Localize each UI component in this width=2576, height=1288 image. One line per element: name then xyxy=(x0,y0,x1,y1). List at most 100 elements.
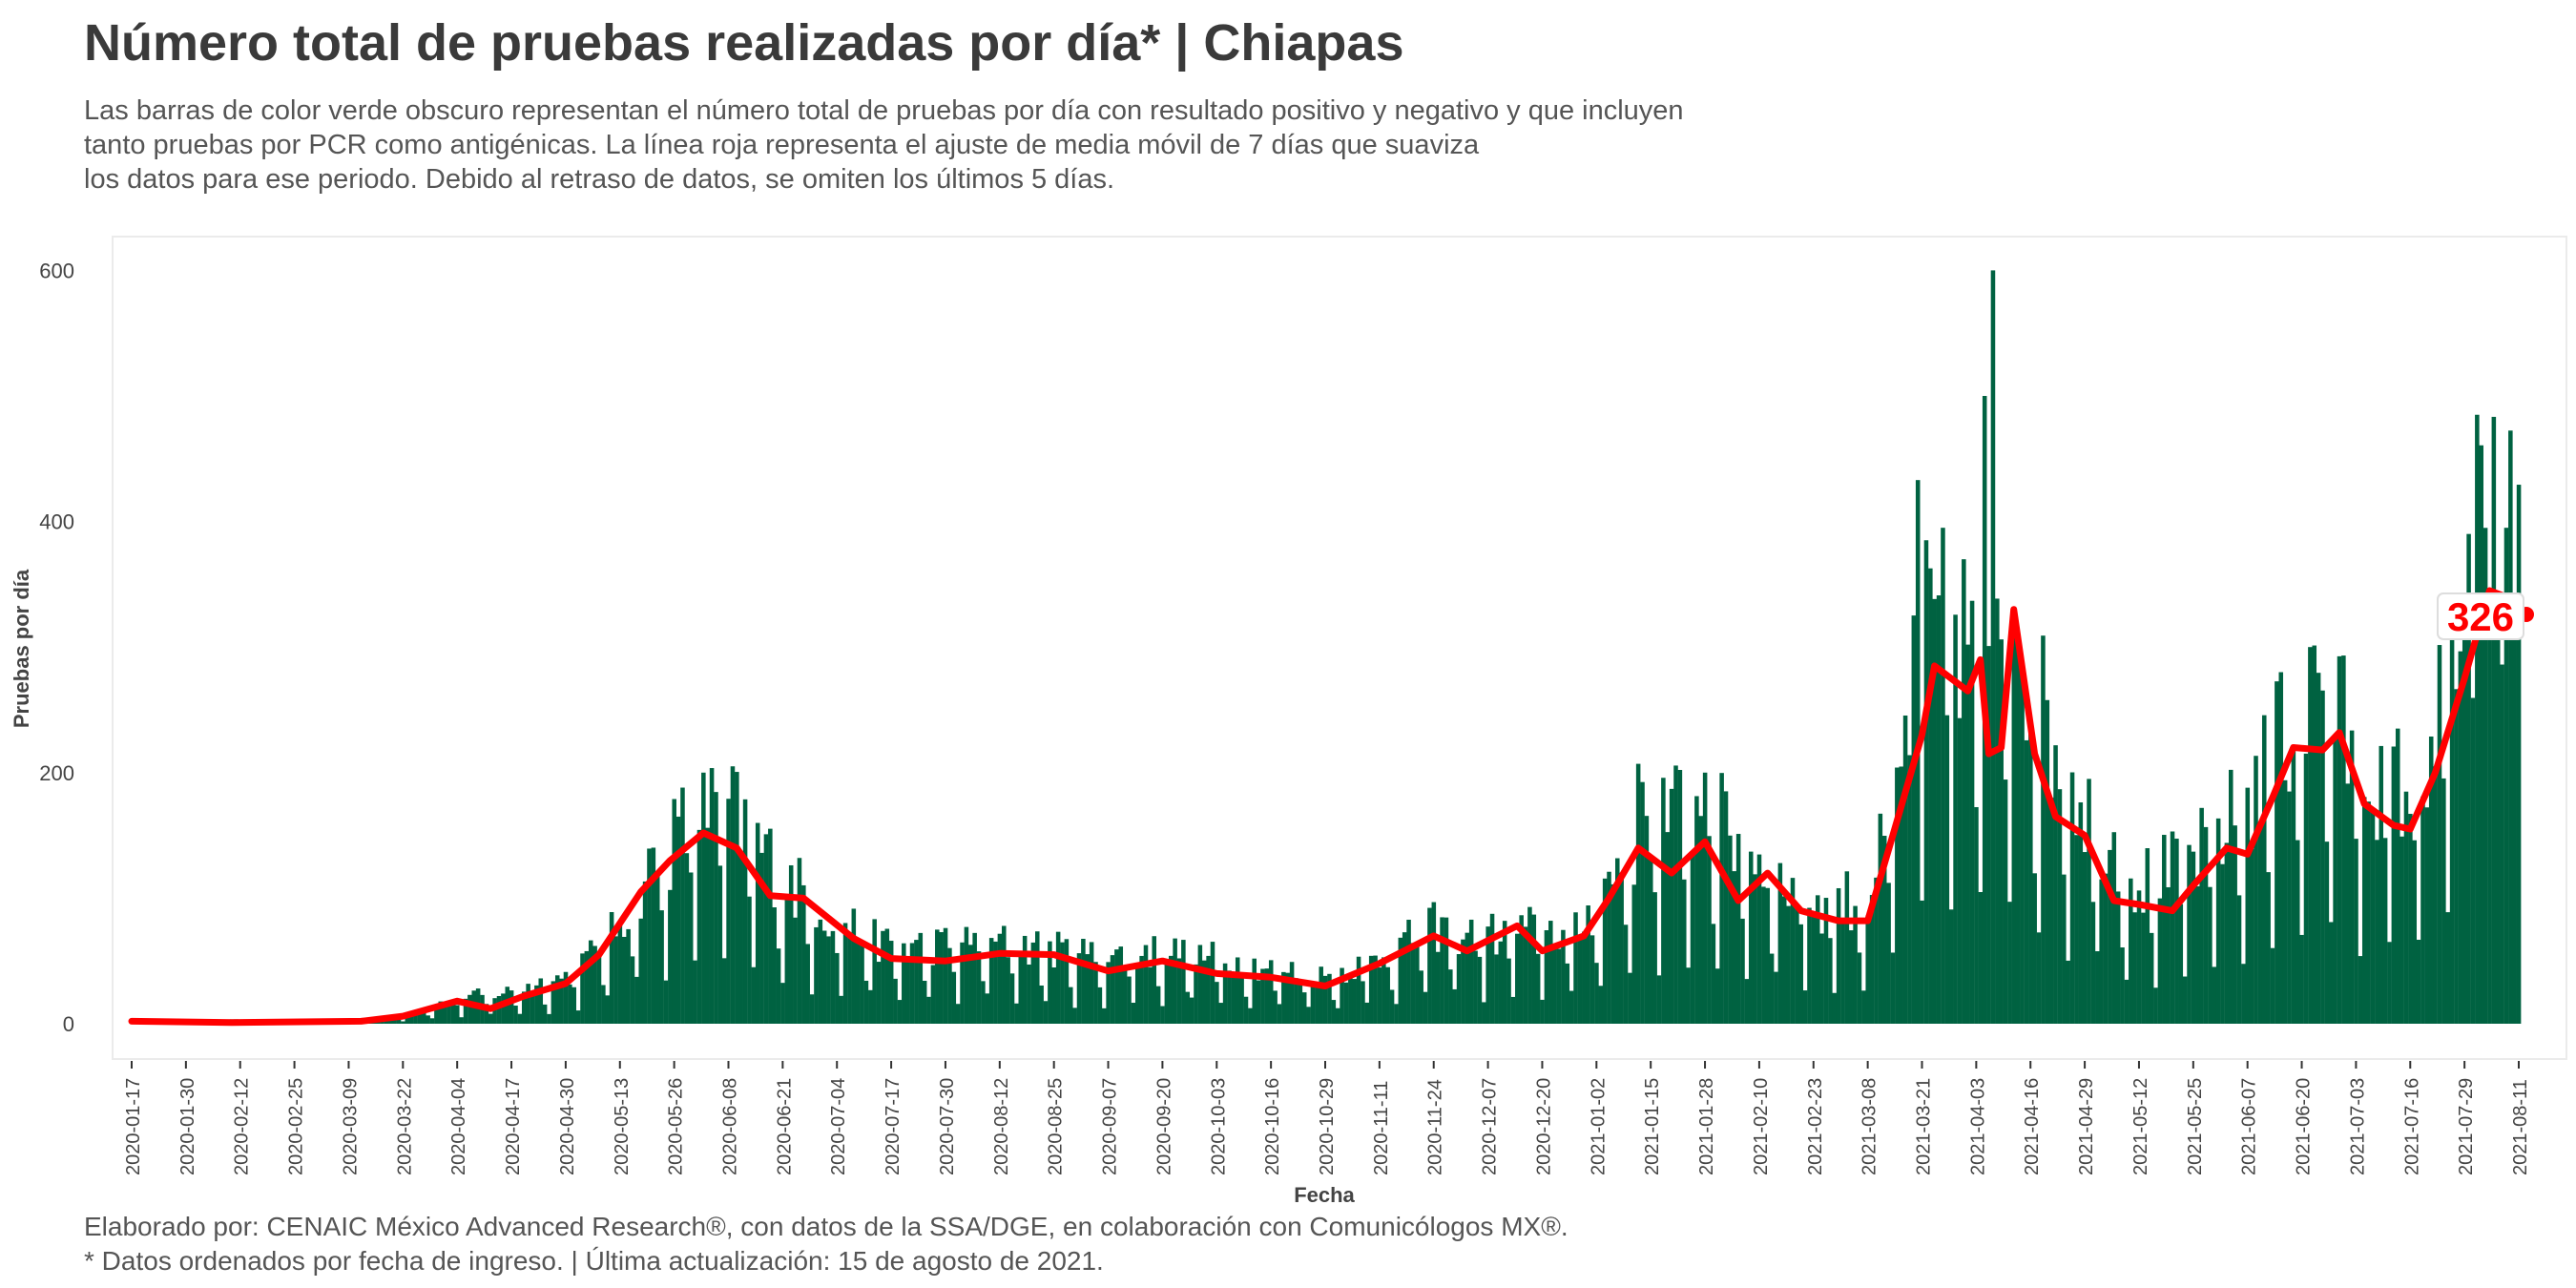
bar xyxy=(964,926,969,1024)
bar xyxy=(935,929,940,1024)
bar xyxy=(1002,925,1007,1024)
bar xyxy=(1644,816,1650,1024)
bar xyxy=(2187,844,2192,1024)
bar xyxy=(1735,834,1741,1024)
bar xyxy=(2449,619,2455,1024)
bar xyxy=(2215,818,2221,1024)
bar xyxy=(672,799,676,1024)
bar xyxy=(1728,835,1733,1024)
bar xyxy=(1134,966,1140,1024)
bar xyxy=(2458,651,2463,1024)
bar xyxy=(2141,912,2146,1024)
bar xyxy=(2136,890,2142,1024)
bar xyxy=(968,945,973,1024)
x-tick-label: 2020-11-11 xyxy=(1371,1081,1392,1175)
bar xyxy=(1719,773,1724,1024)
bar xyxy=(2278,672,2284,1024)
last-value-label: 326 xyxy=(2437,592,2524,640)
bar xyxy=(1456,954,1462,1024)
bar xyxy=(2395,728,2400,1024)
bar xyxy=(2483,528,2488,1024)
bar xyxy=(1494,954,1499,1024)
bar xyxy=(860,943,864,1024)
bar xyxy=(1048,941,1052,1024)
bar xyxy=(1076,953,1082,1024)
bar xyxy=(705,827,710,1024)
bar xyxy=(1890,952,1896,1024)
bar xyxy=(422,1011,426,1024)
bar xyxy=(793,917,798,1024)
bar xyxy=(1594,963,1599,1024)
bar xyxy=(1389,989,1395,1024)
bar xyxy=(1978,892,1984,1024)
bar xyxy=(2391,746,2397,1024)
bar xyxy=(2420,796,2425,1024)
moving-average-line xyxy=(128,587,2523,1027)
bar xyxy=(2403,791,2409,1024)
bar xyxy=(1798,924,1804,1024)
bar xyxy=(2015,641,2021,1024)
x-tick-label: 2020-10-03 xyxy=(1208,1078,1229,1175)
bar xyxy=(1602,878,1608,1024)
bar xyxy=(1398,937,1403,1024)
bar xyxy=(738,851,743,1024)
bar xyxy=(2024,739,2029,1024)
bar xyxy=(1786,905,1791,1024)
bar xyxy=(1586,905,1590,1024)
bar xyxy=(1060,942,1065,1024)
bar xyxy=(1753,874,1757,1024)
bar xyxy=(1523,926,1528,1024)
bar xyxy=(1081,939,1086,1024)
bar xyxy=(1923,540,1929,1024)
bar xyxy=(696,829,702,1024)
subtitle-line: los datos para ese periodo. Debido al re… xyxy=(84,164,1115,195)
bar xyxy=(1628,972,1632,1024)
bar xyxy=(1899,766,1903,1024)
bar xyxy=(2115,891,2121,1024)
bar xyxy=(2299,934,2304,1024)
bar xyxy=(1623,924,1629,1024)
bar xyxy=(2387,942,2392,1024)
bar xyxy=(2082,852,2088,1024)
bar xyxy=(888,941,894,1024)
bar xyxy=(1035,931,1040,1024)
bar xyxy=(1510,996,1516,1024)
bar xyxy=(1406,920,1411,1024)
bar xyxy=(634,976,639,1024)
bar xyxy=(1832,992,1838,1024)
bar xyxy=(654,874,660,1024)
bar xyxy=(2129,878,2133,1024)
caption-line: * Datos ordenados por fecha de ingreso. … xyxy=(84,1246,1104,1276)
bar xyxy=(1131,1003,1136,1024)
bar xyxy=(684,853,690,1024)
x-tick-label: 2020-07-04 xyxy=(828,1078,849,1175)
bar xyxy=(613,936,618,1024)
bar xyxy=(726,799,731,1024)
bar xyxy=(2087,779,2091,1024)
bar xyxy=(396,1019,402,1024)
bar xyxy=(872,919,877,1024)
bar xyxy=(2470,697,2476,1024)
bar xyxy=(1340,967,1344,1024)
bar xyxy=(2057,789,2063,1024)
bar xyxy=(2203,826,2209,1024)
y-tick-label: 600 xyxy=(39,259,74,282)
y-axis-title: Pruebas por día xyxy=(10,569,33,728)
bar xyxy=(714,792,718,1024)
bar xyxy=(1941,528,1945,1024)
bar xyxy=(939,932,944,1024)
x-tick-label: 2021-04-16 xyxy=(2022,1078,2043,1175)
bar xyxy=(450,1002,456,1024)
bar xyxy=(1361,981,1365,1024)
bar xyxy=(484,1004,489,1024)
bar xyxy=(759,852,764,1024)
x-tick-label: 2021-07-29 xyxy=(2456,1078,2477,1175)
bar xyxy=(835,952,840,1024)
bar xyxy=(551,981,556,1024)
bar xyxy=(463,998,468,1024)
x-tick-label: 2021-05-12 xyxy=(2130,1078,2151,1175)
bar xyxy=(1235,957,1240,1024)
bar xyxy=(1932,598,1937,1024)
bar xyxy=(1473,950,1478,1024)
